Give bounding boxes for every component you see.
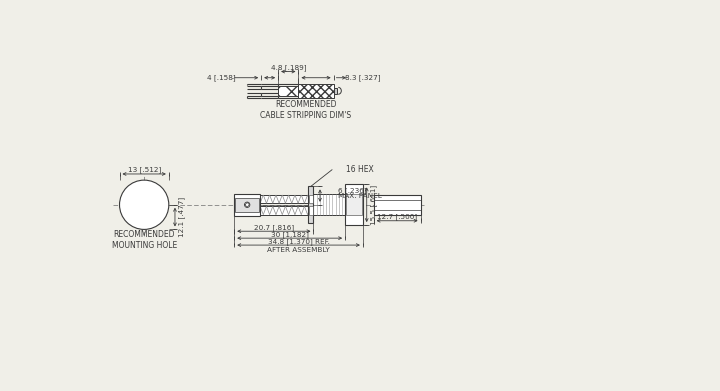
Circle shape (245, 202, 250, 208)
Text: 34.8 [1.370] REF.: 34.8 [1.370] REF. (268, 238, 330, 245)
Text: 13 [.512]: 13 [.512] (127, 167, 161, 174)
Text: 30 [1,182]: 30 [1,182] (271, 231, 309, 238)
Text: 16 HEX: 16 HEX (346, 165, 374, 174)
Text: MAX. PANEL: MAX. PANEL (338, 194, 382, 199)
Bar (308, 187, 313, 223)
Text: 20.7 [.816]: 20.7 [.816] (253, 224, 294, 231)
Text: AFTER ASSEMBLY: AFTER ASSEMBLY (267, 248, 330, 253)
Bar (260, 206, 311, 215)
Text: RECOMMENDED
CABLE STRIPPING DIM'S: RECOMMENDED CABLE STRIPPING DIM'S (261, 100, 351, 120)
Text: RECOMMENDED
MOUNTING HOLE: RECOMMENDED MOUNTING HOLE (112, 230, 177, 250)
Text: 4.8 [.189]: 4.8 [.189] (271, 65, 306, 71)
Bar (345, 185, 363, 225)
Text: 4 [.158]: 4 [.158] (207, 74, 235, 81)
Text: 8.3 [.327]: 8.3 [.327] (345, 74, 381, 81)
Bar (346, 194, 362, 215)
Circle shape (120, 180, 168, 230)
Text: 15.5 [.611]: 15.5 [.611] (370, 185, 377, 225)
Bar (278, 86, 299, 96)
Text: 12.7 [.500]: 12.7 [.500] (377, 213, 417, 220)
Bar (333, 88, 338, 93)
Bar (234, 194, 260, 216)
Bar (313, 194, 345, 215)
Text: 6 [.236]: 6 [.236] (338, 188, 367, 194)
Bar (374, 195, 420, 215)
Bar (235, 197, 259, 212)
Bar (309, 195, 312, 203)
Text: 12.1 [.477]: 12.1 [.477] (179, 197, 185, 237)
Bar (309, 206, 312, 215)
Bar (299, 84, 333, 98)
Bar (260, 195, 311, 203)
